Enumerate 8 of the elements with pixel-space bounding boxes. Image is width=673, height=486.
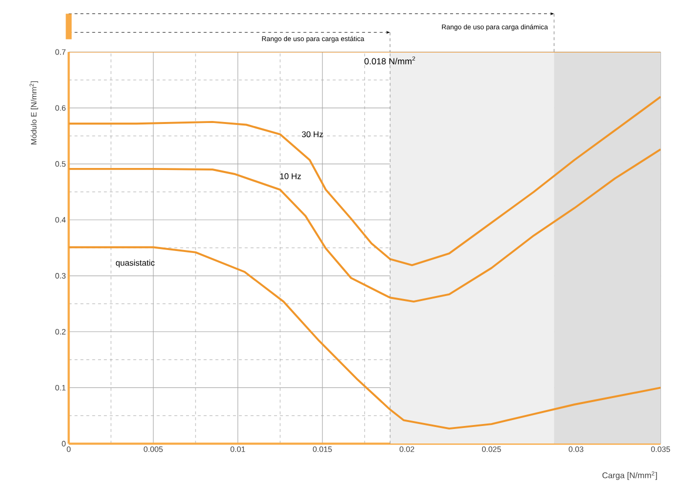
line-series	[68, 246, 661, 430]
series-label: 10 Hz	[280, 173, 301, 180]
line-series	[68, 148, 661, 303]
line-series	[68, 96, 661, 266]
annotation: 0.018 N/mm$^{2}$	[364, 56, 416, 64]
x-axis-title: Carga [N/mm$^{2}$]	[602, 471, 657, 480]
series-label: quasistatic	[116, 260, 155, 268]
series-label: 30 Hz	[302, 131, 323, 138]
